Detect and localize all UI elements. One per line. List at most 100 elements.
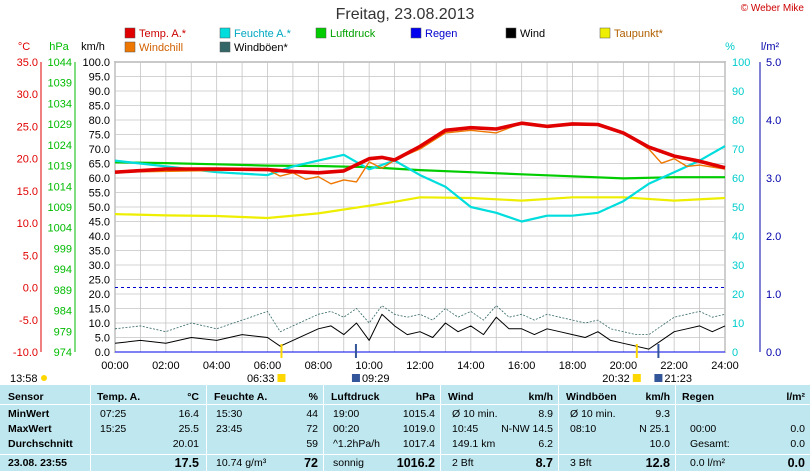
- legend-label: Taupunkt*: [614, 28, 664, 40]
- rain-axis-unit: l/m²: [761, 41, 780, 53]
- table-cell: ^1.2hPa/h: [333, 438, 380, 450]
- humidity-tick-label: 10: [732, 318, 744, 330]
- series-line-wind: [114, 313, 726, 350]
- current-time-marker: [41, 375, 47, 381]
- humidity-tick-label: 50: [732, 202, 744, 214]
- wind-tick-label: 45.0: [89, 217, 110, 229]
- table-header-row: Sensor Temp. A. °C Feuchte A.% Luftdruck hPa W…: [0, 390, 810, 404]
- legend-label: Windböen*: [234, 42, 289, 54]
- series-line-luftdruck: [114, 161, 725, 180]
- event-icon: [277, 374, 286, 382]
- series-line-taupunkt: [114, 196, 726, 220]
- table-cell: N 25.1: [639, 423, 670, 435]
- table-cell: 6.2: [538, 438, 553, 450]
- table-row: MaxWert 15:25 25.5 23:45 72 00:20 1019.0 10:45 N…: [0, 422, 810, 436]
- table-cell: Ø 10 min.: [570, 408, 616, 420]
- table-cell: 1016.2: [396, 456, 435, 470]
- chart-axes: 00:00 02:00 04:00 06:00 08:00 10:00 12:00 14:00…: [13, 41, 781, 372]
- legend-swatch: [124, 27, 136, 39]
- pressure-tick-label: 979: [54, 326, 72, 338]
- temp-tick-label: 15.0: [17, 186, 38, 198]
- table-row-label: 23.08. 23:55: [8, 457, 67, 469]
- pressure-tick-label: 1009: [48, 202, 72, 214]
- table-row-label: Durchschnitt: [8, 438, 73, 450]
- table-separator: [675, 385, 676, 471]
- legend-label: Windchill: [139, 42, 183, 54]
- wind-tick-label: 95.0: [89, 72, 110, 84]
- table-cell: 0.0: [790, 438, 805, 450]
- humidity-tick-label: 100: [732, 57, 750, 69]
- legend-swatch: [410, 27, 422, 39]
- chart-series: [114, 121, 726, 353]
- humidity-tick-label: 70: [732, 144, 744, 156]
- temp-tick-label: 0.0: [23, 283, 38, 295]
- x-tick-label: 16:00: [508, 360, 536, 372]
- table-cell: 3 Bft: [570, 457, 592, 469]
- table-cell: 25.5: [178, 423, 199, 435]
- wind-tick-label: 50.0: [89, 202, 110, 214]
- x-tick-label: 14:00: [457, 360, 485, 372]
- wind-tick-label: 55.0: [89, 188, 110, 200]
- table-header-cell: l/m²: [786, 391, 805, 403]
- wind-tick-label: 80.0: [89, 115, 110, 127]
- event-label: 21:23: [664, 373, 692, 385]
- table-cell: 00:00: [690, 423, 717, 435]
- table-cell: 8.9: [538, 408, 553, 420]
- event-label: 20:32: [602, 373, 630, 385]
- table-row-label: MinWert: [8, 408, 50, 420]
- table-header-cell: Sensor: [8, 391, 44, 403]
- temp-axis-unit: °C: [18, 41, 30, 53]
- temp-tick-label: 5.0: [23, 250, 38, 262]
- table-cell: 72: [304, 456, 318, 470]
- chart-title: Freitag, 23.08.2013: [335, 6, 475, 23]
- x-tick-label: 02:00: [152, 360, 180, 372]
- rain-tick-label: 5.0: [766, 57, 781, 69]
- table-separator: [90, 385, 91, 471]
- legend-swatch: [219, 27, 231, 39]
- temp-tick-label: 25.0: [17, 121, 38, 133]
- wind-tick-label: 30.0: [89, 260, 110, 272]
- pressure-tick-label: 999: [54, 243, 72, 255]
- table-header-cell: Regen: [682, 391, 715, 403]
- humidity-tick-label: 40: [732, 231, 744, 243]
- legend-label: Wind: [520, 28, 545, 40]
- chart-grid: [114, 61, 726, 353]
- table-cell: 15:25: [100, 423, 127, 435]
- event-icon: [632, 374, 641, 382]
- pressure-tick-label: 1014: [48, 181, 72, 193]
- chart-events: 06:33 09:29 20:32 21:23 13:58: [10, 344, 692, 385]
- table-cell: 00:20: [333, 423, 360, 435]
- wind-tick-label: 60.0: [89, 173, 110, 185]
- wind-tick-label: 35.0: [89, 246, 110, 258]
- humidity-axis-unit: %: [725, 41, 735, 53]
- table-cell: 0.0: [787, 456, 805, 470]
- table-header-cell: Windböen: [566, 391, 617, 403]
- table-cell: 44: [306, 408, 318, 420]
- humidity-tick-label: 90: [732, 86, 744, 98]
- pressure-tick-label: 994: [54, 264, 72, 276]
- table-cell: 9.3: [655, 408, 670, 420]
- legend-label: Feuchte A.*: [234, 28, 292, 40]
- table-cell: 10.0: [649, 438, 670, 450]
- wind-axis-unit: km/h: [81, 41, 105, 53]
- wind-tick-label: 25.0: [89, 275, 110, 287]
- table-header-cell: Temp. A.: [97, 391, 141, 403]
- temp-tick-label: 35.0: [17, 57, 38, 69]
- table-cell: 15:30: [216, 408, 243, 420]
- table-cell: 1015.4: [402, 408, 435, 420]
- wind-tick-label: 90.0: [89, 86, 110, 98]
- temp-tick-label: 30.0: [17, 89, 38, 101]
- x-tick-label: 10:00: [355, 360, 383, 372]
- pressure-tick-label: 1004: [48, 223, 72, 235]
- table-header-cell: Wind: [448, 391, 474, 403]
- wind-tick-label: 70.0: [89, 144, 110, 156]
- legend-label: Luftdruck: [330, 28, 376, 40]
- chart-legend: Temp. A.* Feuchte A.* Luftdruck Regen Wind Ta…: [124, 27, 664, 54]
- temp-tick-label: 20.0: [17, 154, 38, 166]
- pressure-tick-label: 989: [54, 285, 72, 297]
- table-header-cell: km/h: [645, 391, 670, 403]
- table-cell: 72: [306, 423, 318, 435]
- table-cell: 59: [306, 438, 318, 450]
- humidity-tick-label: 30: [732, 260, 744, 272]
- legend-swatch: [505, 27, 517, 39]
